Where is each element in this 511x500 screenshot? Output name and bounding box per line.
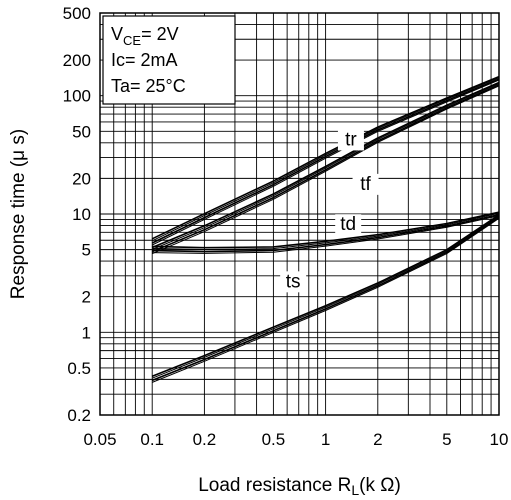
x-axis-label-main: Load resistance R — [198, 475, 351, 496]
x-tick-labels: 0.05 0.1 0.2 0.5 1 2 5 10 — [83, 430, 508, 449]
series-tf-line — [151, 81, 500, 249]
y-tick-label: 0.5 — [67, 359, 91, 378]
conditions-box-border — [102, 15, 236, 105]
y-tick-label: 500 — [63, 4, 91, 23]
x-axis-label-unit: (k Ω) — [359, 475, 401, 496]
series-tr — [151, 75, 500, 246]
series-td-line — [152, 212, 500, 250]
x-axis-label: Load resistance RL(k Ω) — [198, 475, 401, 498]
y-tick-label: 200 — [63, 51, 91, 70]
x-tick-label: 0.2 — [193, 430, 217, 449]
y-tick-label: 0.2 — [67, 406, 91, 425]
condition-vce-sub: CE — [123, 33, 141, 48]
series-tr-line — [151, 78, 500, 244]
y-tick-label: 100 — [63, 87, 91, 106]
x-tick-label: 0.05 — [83, 430, 116, 449]
series-td — [152, 211, 500, 254]
conditions-box: VCE= 2V Ic= 2mA Ta= 25°C — [102, 15, 236, 105]
series-group — [151, 75, 500, 383]
series-ts-line — [151, 214, 500, 377]
series-ts-line — [151, 216, 500, 382]
plot-frame — [99, 12, 500, 416]
series-td-line — [152, 211, 500, 249]
x-tick-label: 10 — [490, 430, 509, 449]
y-tick-labels: 0.2 0.5 1 2 5 10 20 50 100 200 500 — [63, 4, 91, 425]
series-ts — [151, 214, 500, 383]
series-td-line — [152, 213, 500, 253]
x-tick-label: 5 — [442, 430, 451, 449]
series-tr-line — [151, 77, 500, 242]
x-tick-label: 1 — [321, 430, 330, 449]
series-label-tr: tr — [345, 129, 357, 150]
y-tick-label: 20 — [72, 169, 91, 188]
series-label-tf: tf — [360, 174, 371, 195]
series-ts-line — [152, 215, 500, 379]
condition-ta: Ta= 25°C — [111, 76, 186, 96]
series-tf — [151, 81, 500, 255]
y-tick-label: 2 — [82, 288, 91, 307]
condition-vce-main: V — [111, 24, 123, 44]
series-label-background — [352, 173, 379, 195]
y-tick-label: 1 — [82, 323, 91, 342]
y-tick-label: 10 — [72, 205, 91, 224]
series-td-line — [152, 215, 500, 254]
condition-vce-rest: = 2V — [141, 24, 179, 44]
series-label-background — [337, 129, 364, 151]
x-tick-label: 0.1 — [140, 430, 164, 449]
series-tf-line — [152, 85, 500, 255]
series-tf-line — [152, 83, 500, 250]
series-label-td: td — [340, 214, 356, 235]
y-tick-label: 50 — [72, 122, 91, 141]
series-tr-line — [151, 75, 500, 240]
series-tf-line — [151, 84, 500, 253]
series-ts-line — [152, 217, 500, 383]
series-tr-line — [151, 79, 500, 246]
series-label-background — [335, 214, 362, 236]
condition-vce: VCE= 2V — [111, 24, 179, 48]
series-label-ts: ts — [286, 271, 301, 292]
x-tick-label: 0.5 — [262, 430, 286, 449]
x-tick-label: 2 — [373, 430, 382, 449]
x-axis-label-sub: L — [351, 482, 359, 498]
y-tick-label: 5 — [82, 241, 91, 260]
condition-ic: Ic= 2mA — [111, 50, 178, 70]
series-label-background — [280, 271, 307, 293]
y-axis-label: Response time (μ s) — [8, 129, 29, 299]
